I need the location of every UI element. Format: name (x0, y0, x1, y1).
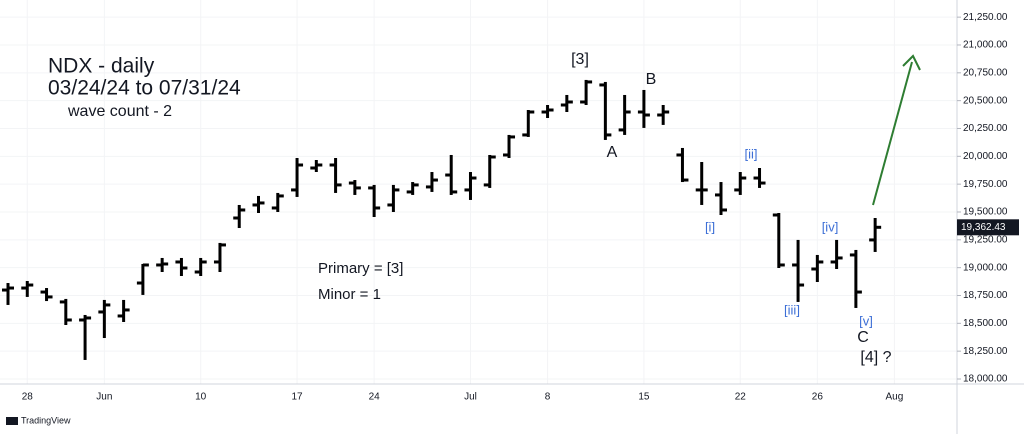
annotation: [3] (571, 51, 589, 68)
y-tick-label: 19,500.00 (963, 207, 1008, 218)
x-tick-label: Aug (886, 392, 904, 403)
watermark: TradingView (21, 415, 71, 425)
annotation: B (646, 71, 657, 88)
x-tick-label: 10 (195, 392, 207, 403)
x-tick-label: Jun (96, 392, 112, 403)
annotation: Primary = [3] (318, 260, 403, 277)
y-tick-label: 20,250.00 (963, 123, 1008, 134)
projection-arrow (872, 61, 913, 206)
y-tick-label: 20,750.00 (963, 67, 1008, 78)
x-tick-label: 17 (291, 392, 303, 403)
y-tick-label: 18,250.00 (963, 346, 1008, 357)
y-tick-label: 19,250.00 (963, 234, 1008, 245)
annotation: [iii] (784, 302, 800, 317)
y-tick-label: 21,250.00 (963, 12, 1008, 23)
logo: TradingView (6, 415, 71, 425)
annotation: [v] (859, 313, 873, 328)
y-tick-label: 20,500.00 (963, 95, 1008, 106)
x-tick-label: 28 (22, 392, 34, 403)
chart-title: NDX - daily (48, 55, 155, 78)
x-tick-label: 22 (735, 392, 747, 403)
bars (2, 79, 882, 360)
y-tick-label: 18,750.00 (963, 290, 1008, 301)
annotation: [i] (705, 219, 715, 234)
last-price-box (957, 219, 1019, 236)
annotation: [ii] (745, 146, 758, 161)
y-tick-label: 19,750.00 (963, 179, 1008, 190)
logo-mark (6, 417, 18, 425)
annotation: [iv] (822, 219, 839, 234)
annotation: [4] ? (860, 349, 891, 366)
y-tick-label: 18,500.00 (963, 318, 1008, 329)
x-tick-label: Jul (464, 392, 477, 403)
last-price-label: 19,362.43 (961, 222, 1006, 233)
annotation: A (607, 144, 618, 161)
y-tick-label: 19,000.00 (963, 262, 1008, 273)
x-tick-label: 8 (545, 392, 551, 403)
x-tick-label: 24 (369, 392, 381, 403)
annotation: Minor = 1 (318, 286, 381, 303)
x-tick-label: 26 (812, 392, 824, 403)
y-tick-label: 18,000.00 (963, 374, 1008, 385)
chart-subtitle: 03/24/24 to 07/31/24 (48, 77, 241, 100)
annotation: C (857, 329, 869, 346)
y-tick-label: 20,000.00 (963, 151, 1008, 162)
annotation: wave count - 2 (67, 103, 172, 120)
y-tick-label: 21,000.00 (963, 40, 1008, 51)
x-tick-label: 15 (638, 392, 650, 403)
arrow-head (902, 54, 921, 71)
